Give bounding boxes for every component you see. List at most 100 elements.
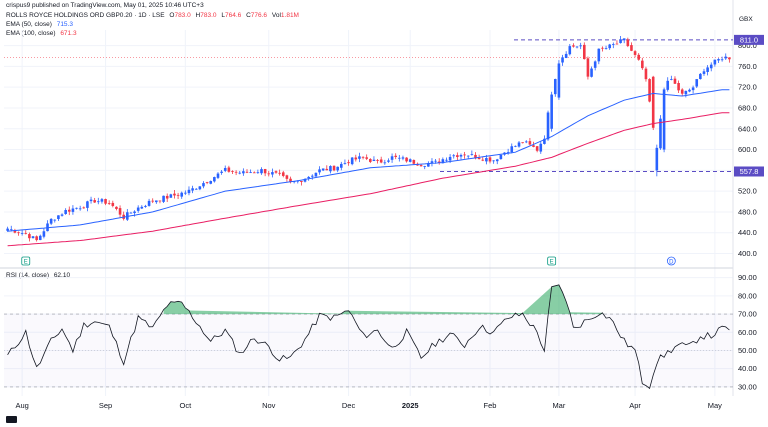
candle-down xyxy=(300,181,303,182)
candle-up xyxy=(717,59,720,61)
candle-up xyxy=(619,39,622,44)
candle-up xyxy=(608,44,611,49)
candle-up xyxy=(434,160,437,162)
candle-up xyxy=(321,168,325,171)
candle-up xyxy=(53,219,57,221)
candle-down xyxy=(582,44,586,60)
candle-up xyxy=(423,166,427,168)
ema50-value: 715.3 xyxy=(56,21,73,28)
candle-up xyxy=(187,189,191,194)
candle-up xyxy=(670,79,673,80)
candle-up xyxy=(318,169,321,173)
candle-up xyxy=(655,147,659,171)
ema100-legend: EMA (100, close) 671.3 xyxy=(6,30,80,38)
candle-up xyxy=(441,159,445,164)
candle-up xyxy=(390,156,394,160)
candle-down xyxy=(17,232,20,234)
candle-down xyxy=(332,165,336,171)
rsi-line xyxy=(7,284,730,390)
price-tick-label: 680.0 xyxy=(738,103,757,112)
candle-down xyxy=(572,45,575,47)
candle-down xyxy=(477,157,481,160)
candle-up xyxy=(256,172,260,174)
candle-up xyxy=(38,235,42,241)
candle-up xyxy=(688,89,691,92)
event-letter: E xyxy=(550,260,554,266)
candle-up xyxy=(713,59,717,65)
candle-up xyxy=(539,143,543,152)
candle-down xyxy=(626,39,630,47)
candle-down xyxy=(648,79,651,102)
open-value: 783.0 xyxy=(174,12,191,19)
event-letter: E xyxy=(24,260,28,266)
vol-value: 1.81M xyxy=(280,12,299,19)
candle-up xyxy=(430,161,434,163)
candle-down xyxy=(231,171,234,172)
rsi-value: 62.10 xyxy=(53,272,71,279)
candle-up xyxy=(89,199,93,202)
candle-up xyxy=(564,53,568,59)
candle-up xyxy=(147,200,151,206)
x-tick-label: Nov xyxy=(262,401,276,410)
publisher-line: crispus9 published on TradingView.com, M… xyxy=(6,2,207,10)
candle-up xyxy=(303,179,307,182)
candle-down xyxy=(158,200,162,202)
x-tick-label: Dec xyxy=(342,401,356,410)
candle-down xyxy=(118,208,122,215)
candle-up xyxy=(194,188,198,190)
candle-up xyxy=(220,171,223,173)
candle-down xyxy=(111,202,115,206)
candle-up xyxy=(524,141,528,143)
candle-up xyxy=(223,167,227,171)
candle-down xyxy=(521,142,524,144)
candle-up xyxy=(459,154,463,157)
earnings-marker xyxy=(547,256,557,266)
candle-down xyxy=(347,162,350,164)
candle-up xyxy=(202,183,205,187)
candle-up xyxy=(383,162,387,164)
candle-up xyxy=(216,173,220,178)
candle-up xyxy=(553,79,557,95)
x-tick-label: Sep xyxy=(99,401,112,410)
rsi-tick-label: 60.00 xyxy=(738,328,757,337)
candle-up xyxy=(445,159,448,161)
candle-down xyxy=(227,167,231,172)
rsi-tick-label: 40.00 xyxy=(738,364,757,373)
candle-down xyxy=(644,68,648,80)
candle-down xyxy=(412,160,416,164)
candle-up xyxy=(427,163,430,167)
candle-up xyxy=(129,212,133,214)
candle-up xyxy=(180,192,184,197)
low-label: L xyxy=(221,12,225,19)
candle-down xyxy=(601,47,604,49)
ema50-line xyxy=(7,89,730,232)
candle-up xyxy=(271,172,274,175)
candle-up xyxy=(557,63,561,98)
symbol-line: ROLLS ROYCE HOLDINGS ORD GBP0.20 · 1D · … xyxy=(6,12,302,20)
candle-up xyxy=(659,118,662,149)
rsi-overbought-fill xyxy=(163,284,603,315)
candle-up xyxy=(86,201,89,208)
rsi-tick-label: 30.00 xyxy=(738,382,757,391)
x-tick-label: 2025 xyxy=(402,401,419,410)
candle-down xyxy=(173,193,176,196)
candle-down xyxy=(630,45,633,51)
level-tag xyxy=(734,34,764,45)
price-tick-label: 720.0 xyxy=(738,83,757,92)
candle-down xyxy=(456,155,459,158)
candle-up xyxy=(343,162,347,164)
candle-up xyxy=(448,156,452,161)
rsi-band-fill xyxy=(4,314,733,387)
candle-down xyxy=(615,43,619,45)
high-label: H xyxy=(195,12,201,19)
candle-up xyxy=(133,211,136,214)
candle-down xyxy=(263,168,267,174)
candle-down xyxy=(474,154,477,159)
candle-up xyxy=(169,194,173,198)
candle-up xyxy=(695,79,699,87)
candle-up xyxy=(49,218,53,224)
candle-down xyxy=(93,200,96,203)
candle-up xyxy=(597,48,601,62)
candle-down xyxy=(379,159,383,163)
candle-down xyxy=(532,145,535,147)
